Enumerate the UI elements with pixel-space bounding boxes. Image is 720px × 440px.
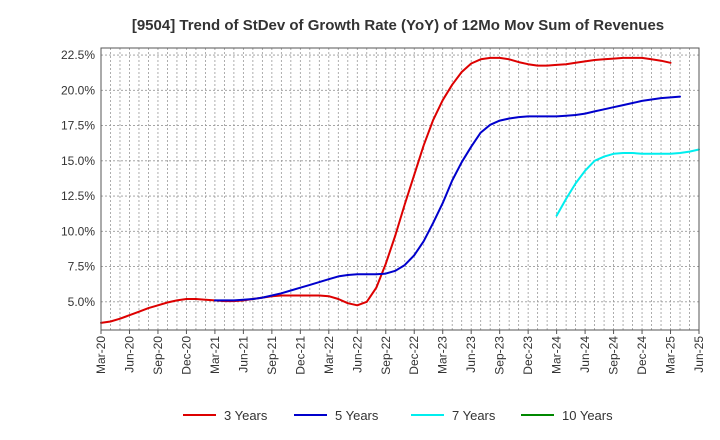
chart-title: [9504] Trend of StDev of Growth Rate (Yo… [132,17,664,34]
x-tick-label: Sep-20 [151,336,165,375]
x-tick-label: Sep-21 [265,336,279,375]
y-tick-label: 22.5% [61,48,95,62]
legend-label: 10 Years [562,408,613,423]
x-tick-label: Jun-25 [692,336,706,373]
y-tick-label: 12.5% [61,189,95,203]
y-axis-ticks: 5.0% 7.5% 10.0% 12.5% 15.0% 17.5% 20.0% 22.5% [61,48,95,309]
x-tick-label: Jun-21 [236,336,250,373]
y-tick-label: 10.0% [61,224,95,238]
series-lines [100,56,700,324]
x-tick-label: Dec-20 [179,336,193,375]
series-line-5-years [213,95,681,302]
x-tick-label: Dec-24 [635,336,649,375]
grid [101,48,699,330]
series-line-3-years [100,56,672,324]
y-tick-label: 20.0% [61,83,95,97]
x-axis-ticks: Mar-20 Jun-20 Sep-20 Dec-20 Mar-21 Jun-21 Sep-… [94,330,706,375]
series-line-7-years [555,148,700,217]
legend-label: 7 Years [452,408,496,423]
y-tick-label: 17.5% [61,119,95,133]
x-tick-label: Sep-24 [607,336,621,375]
x-tick-label: Mar-24 [550,336,564,374]
x-tick-label: Mar-20 [94,336,108,374]
x-tick-label: Jun-20 [122,336,136,373]
x-tick-label: Jun-24 [578,336,592,373]
y-tick-label: 5.0% [68,295,96,309]
x-tick-label: Jun-22 [350,336,364,373]
x-tick-label: Dec-21 [293,336,307,375]
x-tick-label: Jun-23 [464,336,478,373]
x-tick-label: Dec-22 [407,336,421,375]
x-tick-label: Mar-23 [436,336,450,374]
legend-label: 5 Years [335,408,379,423]
x-tick-label: Mar-22 [322,336,336,374]
x-tick-label: Mar-21 [208,336,222,374]
x-tick-label: Sep-23 [493,336,507,375]
x-tick-label: Mar-25 [664,336,678,374]
legend-label: 3 Years [224,408,268,423]
legend: 3 Years 5 Years 7 Years 10 Years [183,408,613,423]
x-tick-label: Dec-23 [521,336,535,375]
y-tick-label: 15.0% [61,154,95,168]
y-tick-label: 7.5% [68,260,96,274]
plot-frame [100,47,700,331]
x-tick-label: Sep-22 [379,336,393,375]
